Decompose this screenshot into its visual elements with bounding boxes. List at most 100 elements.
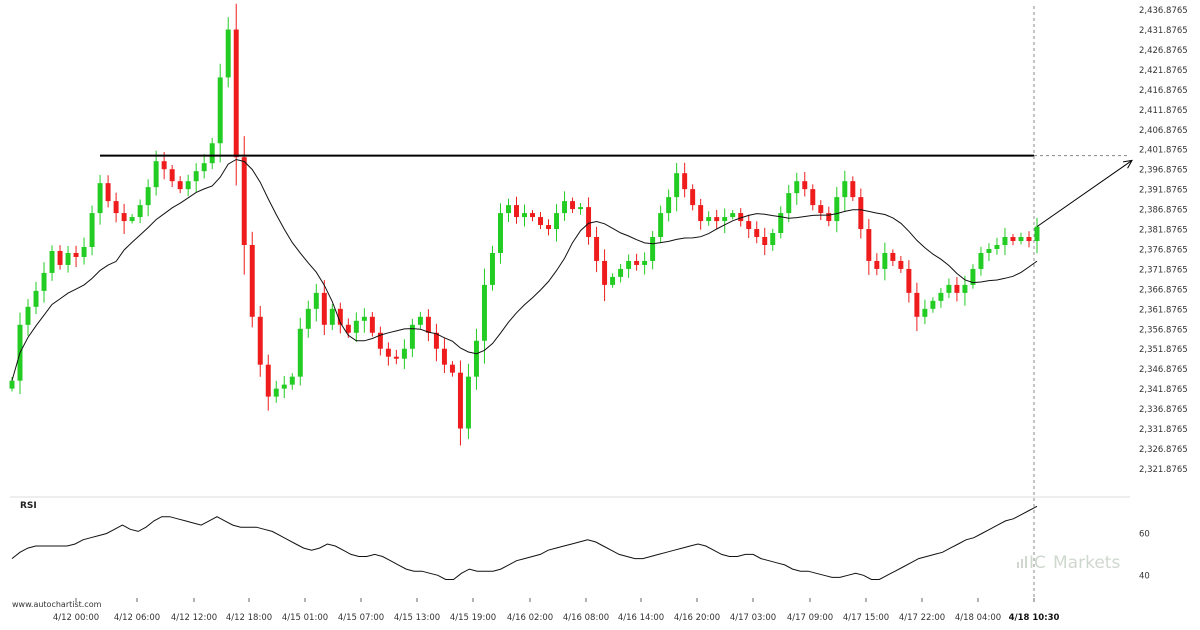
candle-down: [369, 316, 375, 333]
projection-arrow-line: [1036, 160, 1133, 228]
candle-down: [514, 205, 519, 218]
candle-up: [778, 213, 784, 234]
projection-arrow-head: [1123, 159, 1133, 169]
candle-down: [802, 181, 808, 190]
candle-up: [834, 197, 840, 222]
time-tick-label: 4/17 09:00: [787, 613, 833, 623]
candle-down: [754, 229, 760, 238]
candle-down: [249, 244, 255, 317]
candle-up: [313, 292, 319, 309]
time-tick-label: 4/16 08:00: [563, 613, 609, 623]
candle-up: [401, 348, 407, 359]
candle-down: [169, 169, 175, 182]
candle-down: [73, 252, 79, 257]
candle-up: [97, 183, 103, 214]
candle-up: [986, 248, 992, 253]
candle-down: [850, 181, 856, 198]
time-tick-label: 4/12 12:00: [171, 613, 217, 623]
candle-up: [129, 217, 135, 222]
candle-down: [393, 356, 399, 359]
candle-down: [113, 201, 119, 214]
candle-up: [481, 284, 487, 341]
candle-up: [946, 284, 952, 293]
price-tick-label: 2,406.8765: [1139, 126, 1188, 136]
candle-down: [866, 229, 872, 261]
candle-up: [361, 316, 367, 321]
candle-down: [241, 157, 247, 245]
candle-up: [666, 197, 672, 214]
time-tick-label: 4/12 18:00: [226, 613, 272, 623]
candle-up: [930, 300, 936, 309]
candle-down: [441, 348, 447, 365]
price-tick-label: 2,366.8765: [1139, 285, 1188, 295]
candle-up: [153, 161, 159, 188]
time-tick-label: 4/12 00:00: [53, 613, 99, 623]
candle-down: [858, 197, 864, 230]
time-axis: 4/12 00:00 4/12 06:00 4/12 12:00 4/12 18:00…: [53, 598, 1060, 623]
moving-average: [11, 158, 1038, 381]
candle-up: [554, 213, 560, 230]
candle-down: [818, 205, 824, 214]
candle-up: [618, 268, 624, 277]
price-tick-label: 2,421.8765: [1139, 66, 1188, 76]
price-tick-label: 2,346.8765: [1139, 365, 1188, 375]
candle-up: [650, 237, 656, 261]
candle-up: [578, 207, 584, 210]
candle-down: [321, 292, 327, 325]
candle-up: [273, 388, 279, 397]
candle-up: [794, 181, 800, 194]
candle-up: [562, 201, 568, 214]
price-tick-label: 2,321.8765: [1139, 465, 1188, 475]
price-tick-label: 2,401.8765: [1139, 146, 1188, 156]
rsi-tick-label: 40: [1139, 571, 1150, 581]
candle-down: [890, 252, 896, 261]
price-tick-label: 2,416.8765: [1139, 86, 1188, 96]
time-tick-label: 4/18 04:00: [955, 613, 1001, 623]
candle-down: [570, 201, 576, 210]
price-tick-label: 2,341.8765: [1139, 385, 1188, 395]
candle-up: [329, 308, 335, 325]
candle-up: [297, 328, 303, 377]
rsi-tick-label: 60: [1139, 529, 1150, 539]
candle-up: [25, 306, 31, 325]
candle-down: [874, 260, 880, 269]
candle-down: [746, 221, 752, 230]
candle-down: [337, 308, 343, 325]
candle-down: [714, 217, 720, 222]
price-axis: 2,436.8765 2,431.8765 2,426.8765 2,421.8765…: [1139, 6, 1188, 475]
time-tick-label: 4/15 19:00: [450, 613, 496, 623]
candle-down: [433, 332, 439, 349]
candle-up: [289, 376, 295, 385]
candle-down: [457, 372, 463, 429]
candle-down: [698, 205, 704, 222]
candle-down: [898, 260, 904, 269]
candle-up: [770, 233, 776, 245]
candle-up: [225, 29, 231, 78]
candle-down: [738, 213, 744, 222]
time-tick-label: 4/17 03:00: [730, 613, 776, 623]
candle-up: [305, 308, 311, 329]
candle-down: [161, 161, 167, 170]
candle-down: [914, 292, 920, 317]
candle-down: [762, 237, 768, 245]
candle-down: [634, 260, 640, 265]
price-tick-label: 2,326.8765: [1139, 445, 1188, 455]
candle-up: [217, 77, 223, 144]
candles: [9, 3, 1040, 446]
time-tick-label: 4/17 22:00: [899, 613, 945, 623]
candle-up: [33, 290, 39, 307]
candle-down: [594, 237, 600, 261]
candle-up: [1034, 226, 1040, 242]
candle-up: [978, 252, 984, 269]
time-tick-label: 4/15 01:00: [282, 613, 328, 623]
candle-up: [193, 171, 199, 182]
candle-up: [506, 205, 511, 214]
candle-up: [409, 324, 415, 349]
broker-watermark: IC Markets: [1017, 553, 1120, 573]
candle-up: [473, 340, 479, 377]
candle-down: [826, 213, 832, 222]
candle-down: [690, 189, 696, 206]
candle-up: [201, 163, 207, 172]
candle-up: [994, 244, 1000, 249]
